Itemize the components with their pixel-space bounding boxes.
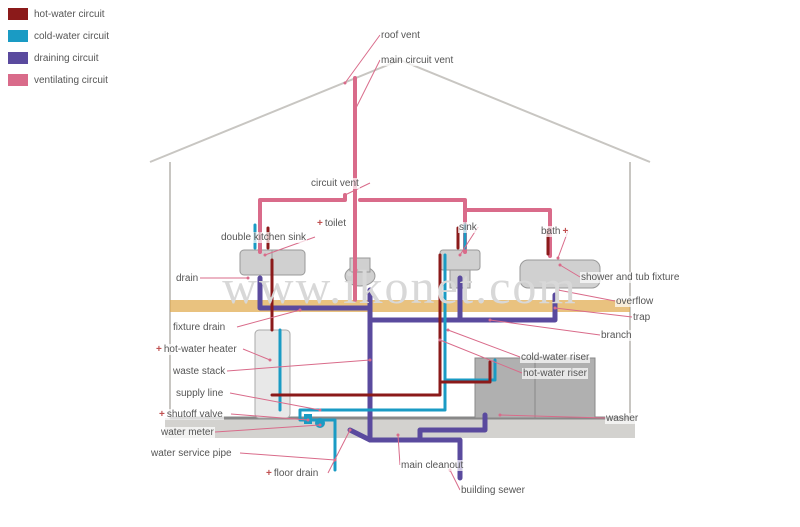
callout-label: water service pipe [151,448,232,459]
callout-fixture-drain: fixture drain [172,322,226,333]
callout-label: roof vent [381,30,420,41]
callout-label: bath [541,226,560,237]
callout-hot-water-riser: hot-water riser [522,368,588,379]
callout-sink: sink [458,222,478,233]
callout-double-kitchen-sink: double kitchen sink [220,232,307,243]
expand-icon[interactable]: + [266,468,272,479]
callout-shower-tub: shower and tub fixture [580,272,680,283]
callout-bath: bath+ [540,226,571,237]
callout-label: double kitchen sink [221,232,306,243]
callout-trap: trap [632,312,651,323]
callout-drain: drain [175,273,199,284]
callout-label: sink [459,222,477,233]
expand-icon[interactable]: + [156,344,162,355]
legend-item: cold-water circuit [8,30,109,42]
callout-label: drain [176,273,198,284]
legend-label: cold-water circuit [34,31,109,42]
callout-label: trap [633,312,650,323]
legend-item: hot-water circuit [8,8,109,20]
callout-cold-water-riser: cold-water riser [520,352,590,363]
callout-washer: washer [605,413,639,424]
callout-main-circuit-vent: main circuit vent [380,55,454,66]
legend-label: ventilating circuit [34,75,108,86]
callout-label: overflow [616,296,653,307]
callout-waste-stack: waste stack [172,366,226,377]
callout-main-cleanout: main cleanout [400,460,464,471]
callout-branch: branch [600,330,633,341]
callout-hot-water-heater: +hot-water heater [155,344,238,355]
callout-label: waste stack [173,366,225,377]
callout-building-sewer: building sewer [460,485,526,496]
callout-label: toilet [325,218,346,229]
legend-swatch [8,52,28,64]
callout-label: shutoff valve [167,409,223,420]
legend-label: draining circuit [34,53,98,64]
callout-label: floor drain [274,468,318,479]
expand-icon[interactable]: + [562,226,568,237]
callout-label: hot-water riser [523,368,587,379]
callout-label: supply line [176,388,223,399]
callout-circuit-vent: circuit vent [310,178,360,189]
callout-toilet: +toilet [316,218,347,229]
callout-label: fixture drain [173,322,225,333]
callout-label: building sewer [461,485,525,496]
callout-label: water meter [161,427,214,438]
callout-water-service-pipe: water service pipe [150,448,233,459]
legend-swatch [8,74,28,86]
callout-label: washer [606,413,638,424]
callout-label: main cleanout [401,460,463,471]
expand-icon[interactable]: + [159,409,165,420]
expand-icon[interactable]: + [317,218,323,229]
legend-item: ventilating circuit [8,74,109,86]
callout-label: cold-water riser [521,352,589,363]
legend-swatch [8,8,28,20]
callout-overflow: overflow [615,296,654,307]
callout-label: circuit vent [311,178,359,189]
callout-label: hot-water heater [164,344,237,355]
legend-item: draining circuit [8,52,109,64]
legend-label: hot-water circuit [34,9,105,20]
callout-water-meter: water meter [160,427,215,438]
callout-floor-drain: +floor drain [265,468,319,479]
callout-label: main circuit vent [381,55,453,66]
callout-roof-vent: roof vent [380,30,421,41]
callout-label: branch [601,330,632,341]
callout-supply-line: supply line [175,388,224,399]
callout-shutoff-valve: +shutoff valve [158,409,224,420]
legend: hot-water circuit cold-water circuit drain… [8,8,109,96]
plumbing-diagram [0,0,800,527]
legend-swatch [8,30,28,42]
callout-label: shower and tub fixture [581,272,679,283]
